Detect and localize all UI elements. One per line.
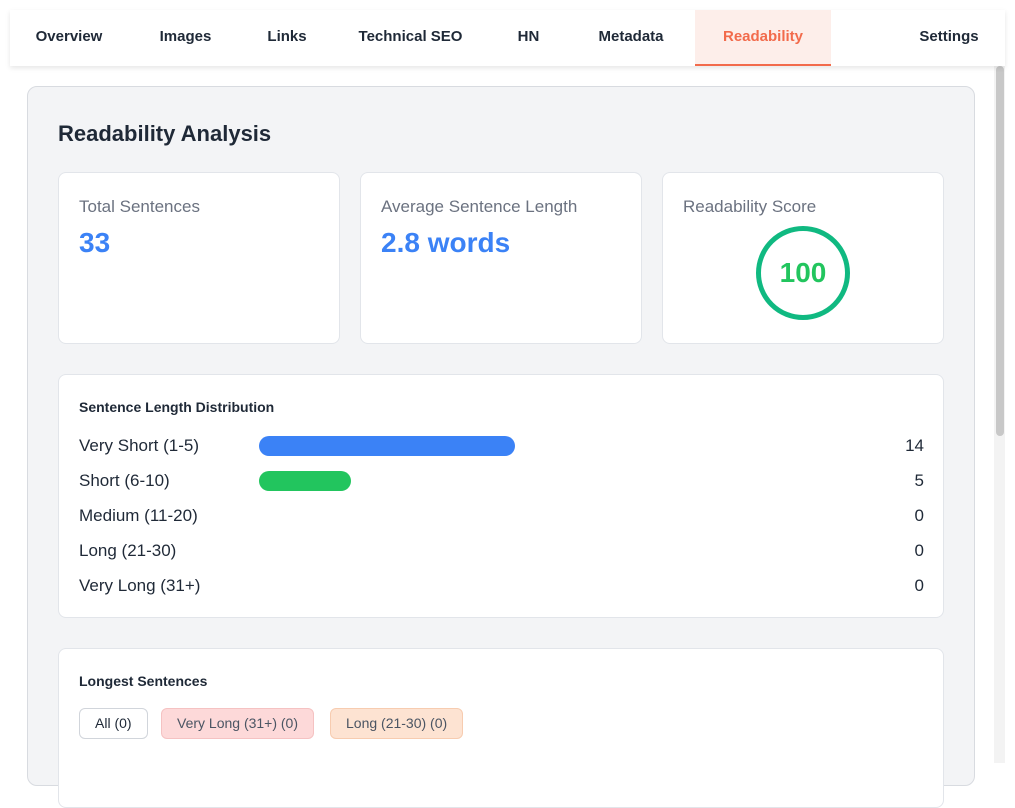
tab-bar: Overview Images Links Technical SEO HN M…	[10, 10, 1005, 66]
readability-score-value: 100	[779, 257, 827, 288]
distribution-row-count: 0	[914, 541, 924, 560]
total-sentences-label: Total Sentences	[79, 197, 200, 216]
distribution-row: Very Short (1-5) 14	[79, 434, 924, 458]
distribution-bar-short	[259, 471, 351, 491]
tab-overview[interactable]: Overview	[35, 28, 103, 45]
average-sentence-length-label: Average Sentence Length	[381, 197, 578, 216]
filter-very-long-button[interactable]: Very Long (31+) (0)	[161, 708, 315, 739]
scrollbar-thumb[interactable]	[996, 66, 1004, 436]
distribution-row: Short (6-10) 5	[79, 469, 924, 493]
longest-sentences-title: Longest Sentences	[79, 673, 208, 689]
tab-hn[interactable]: HN	[517, 28, 540, 45]
tab-images[interactable]: Images	[159, 28, 212, 45]
distribution-row: Very Long (31+) 0	[79, 574, 924, 598]
distribution-row-count: 0	[914, 576, 924, 595]
page-title: Readability Analysis	[58, 121, 272, 146]
distribution-row-label: Medium (11-20)	[79, 506, 198, 525]
distribution-row-count: 0	[914, 506, 924, 525]
readability-score-label: Readability Score	[683, 197, 817, 216]
tab-settings[interactable]: Settings	[919, 28, 979, 45]
filter-all-button[interactable]: All (0)	[79, 708, 148, 739]
longest-sentences-card: Longest Sentences All (0) Very Long (31+…	[58, 648, 944, 808]
distribution-row-label: Very Short (1-5)	[79, 436, 199, 455]
distribution-row-count: 14	[905, 436, 924, 455]
average-sentence-length-value: 2.8 words	[381, 227, 511, 258]
average-sentence-length-card: Average Sentence Length 2.8 words	[360, 172, 642, 344]
sentence-length-distribution-card: Sentence Length Distribution Very Short …	[58, 374, 944, 618]
distribution-row-label: Long (21-30)	[79, 541, 177, 560]
filter-long-button[interactable]: Long (21-30) (0)	[330, 708, 464, 739]
distribution-row: Medium (11-20) 0	[79, 504, 924, 528]
distribution-row-count: 5	[914, 471, 924, 490]
distribution-row-label: Very Long (31+)	[79, 576, 201, 595]
distribution-row: Long (21-30) 0	[79, 539, 924, 563]
total-sentences-card: Total Sentences 33	[58, 172, 340, 344]
total-sentences-value: 33	[79, 227, 111, 258]
tab-links[interactable]: Links	[267, 28, 307, 45]
tab-technical-seo[interactable]: Technical SEO	[358, 28, 463, 45]
tab-readability[interactable]: Readability	[695, 10, 831, 66]
readability-score-ring: 100	[756, 226, 850, 320]
readability-score-card: Readability Score 100	[662, 172, 944, 344]
distribution-bar-very-short	[259, 436, 515, 456]
scrollbar[interactable]	[994, 66, 1005, 763]
distribution-title: Sentence Length Distribution	[79, 399, 275, 415]
distribution-row-label: Short (6-10)	[79, 471, 170, 490]
readability-panel: Readability Analysis Total Sentences 33 …	[27, 86, 975, 808]
tab-metadata[interactable]: Metadata	[598, 28, 664, 45]
